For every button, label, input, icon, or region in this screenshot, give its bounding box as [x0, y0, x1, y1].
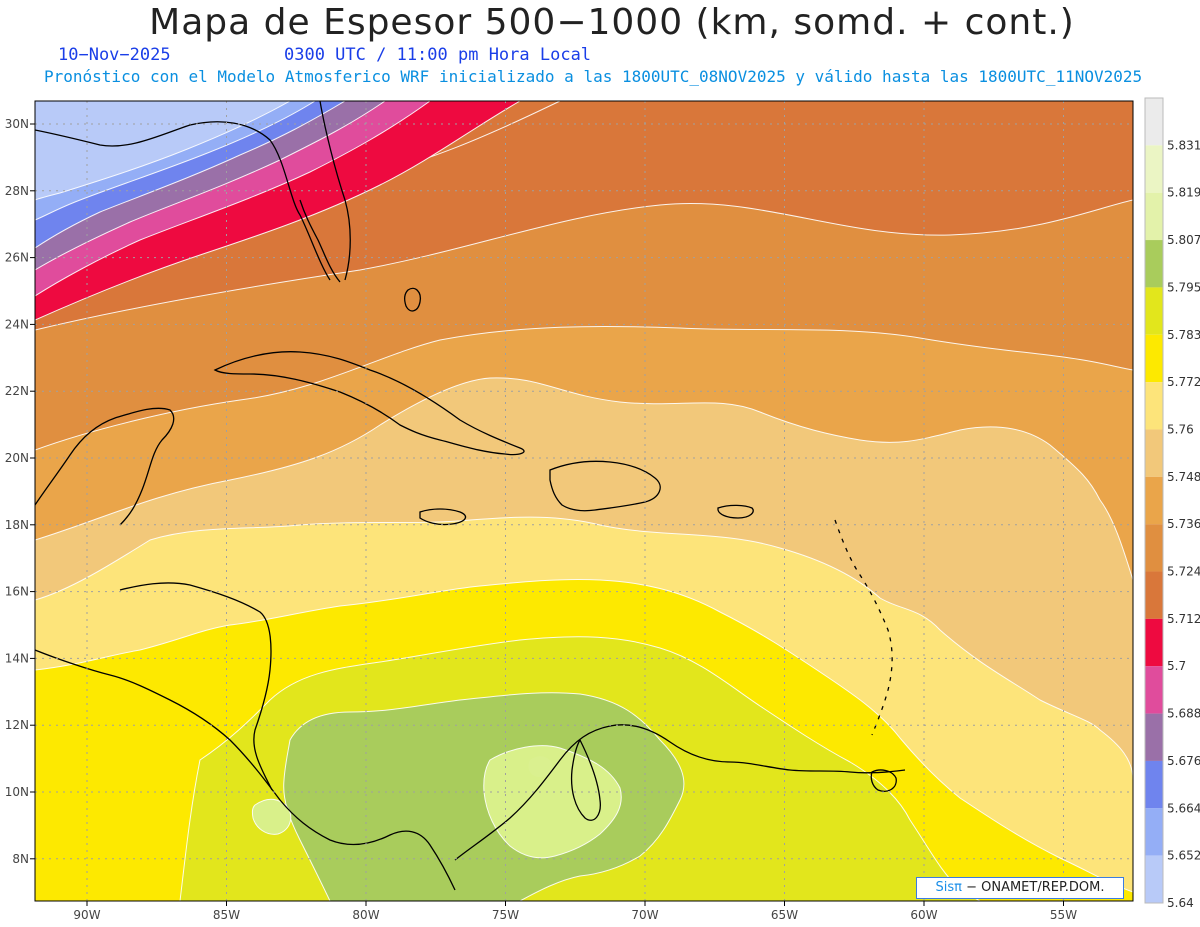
- legend-label: 5.712: [1167, 612, 1200, 626]
- bahamas-andros: [404, 287, 421, 312]
- forecast-date: 10−Nov−2025: [58, 45, 171, 65]
- lon-label: 85W: [213, 908, 240, 922]
- sispi-logo-text: Sisπ: [935, 880, 962, 895]
- jamaica: [419, 508, 467, 526]
- legend-swatch: [1145, 145, 1163, 193]
- legend-label: 5.664: [1167, 801, 1200, 815]
- legend-label: 5.64: [1167, 896, 1194, 910]
- legend-label: 5.688: [1167, 707, 1200, 721]
- legend-label: 5.724: [1167, 565, 1200, 579]
- legend-swatch: [1145, 192, 1163, 241]
- legend-swatch: [1145, 240, 1163, 288]
- lat-label: 26N: [5, 251, 29, 265]
- legend-swatch: [1145, 666, 1163, 714]
- legend-swatch: [1145, 476, 1163, 525]
- cuba: [213, 351, 525, 456]
- trinidad: [870, 769, 897, 792]
- legend-label: 5.807: [1167, 233, 1200, 247]
- axis-ticks: 90W 85W 80W 75W 70W 65W 60W 55W 30N 28N 26N 24N 22N 2…: [5, 117, 1077, 922]
- color-legend: 5.831 5.819 5.807 5.795 5.783 5.772 5.76 5.748 5…: [1144, 97, 1200, 910]
- credit-badge: Sisπ − ONAMET/REP.DOM.: [916, 877, 1124, 899]
- map-border: [34, 100, 1134, 902]
- legend-label: 5.783: [1167, 328, 1200, 342]
- lesser-antilles: [834, 519, 893, 736]
- legend-swatch: [1145, 524, 1163, 572]
- lat-lon-grid: [35, 101, 1133, 901]
- lat-label: 28N: [5, 184, 29, 198]
- puerto-rico: [717, 504, 754, 519]
- legend-swatch: [1145, 98, 1163, 146]
- contour-lines: [35, 101, 1133, 901]
- maracaibo-basin: [570, 738, 601, 821]
- credit-text: − ONAMET/REP.DOM.: [966, 880, 1105, 895]
- model-info: Pronóstico con el Modelo Atmosferico WRF…: [44, 67, 1143, 86]
- lon-label: 60W: [910, 908, 937, 922]
- legend-swatch: [1145, 618, 1163, 667]
- legend-label: 5.748: [1167, 470, 1200, 484]
- lat-label: 10N: [5, 785, 29, 799]
- legend-label: 5.819: [1167, 186, 1200, 200]
- legend-swatch: [1145, 382, 1163, 430]
- florida-west-coast: [299, 199, 341, 283]
- lat-label: 8N: [12, 852, 29, 866]
- south-america-north-coast: [454, 724, 906, 861]
- lon-label: 55W: [1050, 908, 1077, 922]
- lon-label: 90W: [73, 908, 100, 922]
- lat-label: 24N: [5, 317, 29, 331]
- legend-label: 5.652: [1167, 849, 1200, 863]
- lat-label: 18N: [5, 518, 29, 532]
- florida-east-coast: [319, 101, 351, 281]
- lon-label: 80W: [352, 908, 379, 922]
- lat-label: 14N: [5, 651, 29, 665]
- legend-label: 5.7: [1167, 659, 1186, 673]
- legend-swatch: [1145, 760, 1163, 809]
- legend-border: [1144, 97, 1164, 904]
- lat-label: 12N: [5, 718, 29, 732]
- legend-label: 5.795: [1167, 280, 1200, 294]
- legend-swatch: [1145, 571, 1163, 619]
- coastlines: [35, 101, 906, 891]
- legend-label: 5.736: [1167, 517, 1200, 531]
- yucatan: [35, 407, 175, 526]
- forecast-time: 0300 UTC / 11:00 pm Hora Local: [284, 45, 592, 65]
- lat-label: 30N: [5, 117, 29, 131]
- lat-label: 22N: [5, 384, 29, 398]
- hispaniola: [549, 460, 661, 512]
- legend-label: 5.831: [1167, 138, 1200, 152]
- lon-label: 75W: [492, 908, 519, 922]
- legend-label: 5.76: [1167, 422, 1194, 436]
- thickness-fill: [35, 101, 1133, 901]
- legend-swatch: [1145, 855, 1163, 903]
- central-america: [35, 649, 456, 891]
- lat-label: 16N: [5, 585, 29, 599]
- map-title: Mapa de Espesor 500−1000 (km, somd. + co…: [149, 2, 1075, 43]
- legend-swatch: [1145, 334, 1163, 383]
- legend-swatch: [1145, 429, 1163, 477]
- legend-swatch: [1145, 808, 1163, 856]
- lon-label: 70W: [631, 908, 658, 922]
- legend-swatch: [1145, 287, 1163, 335]
- legend-label: 5.772: [1167, 375, 1200, 389]
- legend-label: 5.676: [1167, 754, 1200, 768]
- us-gulf-coast: [35, 121, 331, 281]
- legend-swatch: [1145, 713, 1163, 761]
- lon-label: 65W: [771, 908, 798, 922]
- lat-label: 20N: [5, 451, 29, 465]
- central-america-east-coast: [119, 582, 273, 791]
